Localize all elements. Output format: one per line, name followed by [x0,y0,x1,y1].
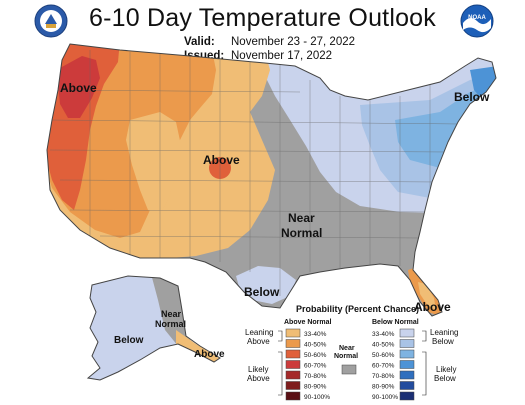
legend-above-header: Above Normal [284,319,332,326]
legend-below-swatch-3 [399,349,415,359]
legend-above-range-5: 70-80% [304,373,327,380]
label-below-texas: Below [244,285,280,299]
legend-near-swatch [341,364,357,375]
alaska-outline [86,275,221,381]
conus-outline [46,43,497,317]
label-below-alaska: Below [114,335,144,346]
legend-leaning-below-1: Leaning [430,328,458,337]
legend-below-swatch-4 [399,360,415,369]
label-above-florida: Above [414,300,451,314]
issued-value: November 17, 2022 [231,50,333,62]
legend-leaning-above-1: Leaning [245,328,273,337]
page-title: 6-10 Day Temperature Outlook [89,4,436,32]
legend-leaning-above-2: Above [247,337,270,346]
valid-value: November 23 - 27, 2022 [231,36,356,48]
legend-above-rows: 33-40% 40-50% 50-60% 60-70% 70-80% 80-90% 90-1… [285,328,330,401]
legend-title: Probability (Percent Chance) [296,304,419,314]
legend-below-swatch-6 [399,381,415,390]
legend-near-label-1: Near [339,345,355,352]
legend-above-range-2: 40-50% [304,342,327,349]
probability-legend: Probability (Percent Chance) Above Norma… [245,304,458,401]
legend-below-swatch-2 [399,339,415,348]
alaska-probability-layer [88,276,220,380]
legend-above-swatch-2 [285,339,301,348]
noaa-logo: NOAA [460,4,494,38]
legend-above-range-6: 80-90% [304,384,327,391]
legend-above-swatch-7 [285,391,301,401]
legend-likely-above-1: Likely [248,365,268,374]
legend-below-range-1: 33-40% [372,331,395,338]
label-above-alaska: Above [194,349,225,360]
label-near-normal-center-1: Near [288,211,315,225]
legend-below-rows: 33-40% 40-50% 50-60% 60-70% 70-80% 80-90% 90-1… [372,328,415,401]
legend-below-swatch-5 [399,370,415,380]
label-below-northeast: Below [454,90,490,104]
legend-above-range-1: 33-40% [304,331,327,338]
svg-text:NOAA: NOAA [468,15,486,21]
legend-above-range-7: 90-100% [304,394,330,401]
legend-leaning-below-2: Below [432,337,454,346]
legend-below-range-4: 60-70% [372,363,395,370]
legend-likely-below-2: Below [434,374,456,383]
legend-above-swatch-3 [285,349,301,359]
legend-likely-above-2: Above [247,374,270,383]
label-near-normal-alaska-2: Normal [155,319,186,329]
commerce-seal-logo [34,4,68,38]
legend-below-swatch-7 [399,391,415,401]
valid-label: Valid: [184,36,215,48]
legend-below-header: Below Normal [372,319,419,326]
legend-above-range-3: 50-60% [304,352,327,359]
legend-below-range-6: 80-90% [372,384,395,391]
legend-above-swatch-6 [285,381,301,390]
legend-likely-below-1: Likely [436,365,456,374]
legend-below-range-7: 90-100% [372,394,398,401]
legend-below-range-3: 50-60% [372,352,395,359]
legend-below-range-2: 40-50% [372,342,395,349]
legend-above-range-4: 60-70% [304,363,327,370]
legend-above-swatch-5 [285,370,301,380]
legend-above-swatch-1 [285,328,301,338]
label-above-center: Above [203,153,240,167]
label-near-normal-alaska-1: Near [161,309,182,319]
legend-below-range-5: 70-80% [372,373,395,380]
label-above-west: Above [60,81,97,95]
legend-above-swatch-4 [285,360,301,369]
legend-near-label-2: Normal [334,353,358,360]
label-near-normal-center-2: Normal [281,226,322,240]
legend-below-swatch-1 [399,328,415,338]
